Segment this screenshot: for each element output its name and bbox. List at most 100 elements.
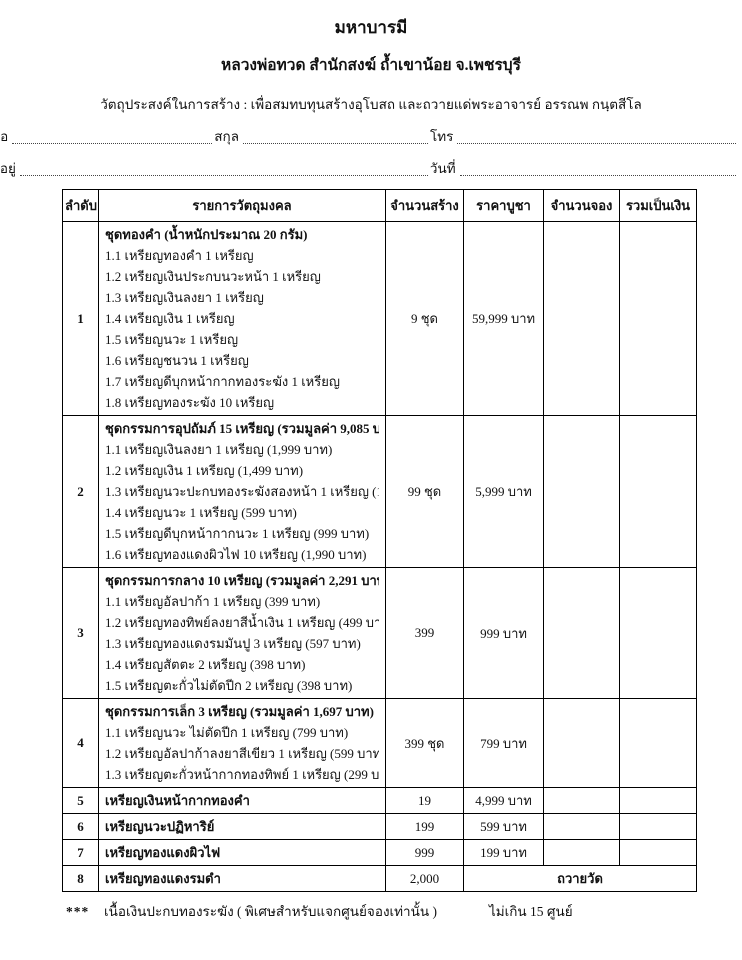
- col-header-total: รวมเป็นเงิน: [619, 189, 697, 222]
- item-line: 1.3 เหรียญเงินลงยา 1 เหรียญ: [105, 290, 264, 305]
- date-field: [459, 175, 736, 176]
- table-row: 4 ชุดกรรมการเล็ก 3 เหรียญ (รวมมูลค่า 1,69…: [62, 698, 697, 788]
- table-header-row: ลำดับ รายการวัตถุมงคล จำนวนสร้าง ราคาบูช…: [62, 189, 697, 222]
- qty-made-cell: 99 ชุด: [385, 415, 464, 568]
- total-cell: [619, 221, 697, 416]
- price-cell: 799 บาท: [463, 698, 544, 788]
- table-row: 3 ชุดกรรมการกลาง 10 เหรียญ (รวมมูลค่า 2,2…: [62, 567, 697, 699]
- item-set-title: ชุดกรรมการอุปถัมภ์ 15 เหรียญ (รวมมูลค่า …: [105, 421, 379, 436]
- item-set-title: เหรียญเงินหน้ากากทองคำ: [105, 793, 250, 808]
- item-line: 1.8 เหรียญทองระฆัง 10 เหรียญ: [105, 395, 275, 410]
- surname-field: [242, 143, 428, 144]
- donate-to-temple-cell: ถวายวัด: [463, 865, 697, 892]
- page-title: มหาบารมี: [334, 18, 408, 37]
- item-description: เหรียญเงินหน้ากากทองคำ: [98, 787, 386, 814]
- item-set-title: ชุดกรรมการเล็ก 3 เหรียญ (รวมมูลค่า 1,697…: [105, 704, 374, 719]
- row-index: 8: [62, 865, 99, 892]
- note-limit: ไม่เกิน 15 ศูนย์: [488, 904, 573, 919]
- item-line: 1.1 เหรียญอัลปาก้า 1 เหรียญ (399 บาท): [105, 594, 321, 609]
- row-index: 7: [62, 839, 99, 866]
- item-line: 1.1 เหรียญนวะ ไม่ตัดปีก 1 เหรียญ (799 บา…: [105, 725, 349, 740]
- item-line: 1.6 เหรียญชนวน 1 เหรียญ: [105, 353, 249, 368]
- price-cell: 59,999 บาท: [463, 221, 544, 416]
- qty-made-cell: 999: [385, 839, 464, 866]
- row-index: 2: [62, 415, 99, 568]
- row-index: 5: [62, 787, 99, 814]
- date-label: วันที่: [429, 161, 456, 176]
- table-row: 6 เหรียญนวะปฏิหาริย์ 199 599 บาท: [62, 813, 697, 840]
- qty-made-cell: 2,000: [385, 865, 464, 892]
- row-index: 6: [62, 813, 99, 840]
- price-cell: 199 บาท: [463, 839, 544, 866]
- item-line: 1.2 เหรียญเงิน 1 เหรียญ (1,499 บาท): [105, 463, 304, 478]
- table-row: 5 เหรียญเงินหน้ากากทองคำ 19 4,999 บาท: [62, 787, 697, 814]
- col-header-price: ราคาบูชา: [463, 189, 544, 222]
- qty-reserved-cell: [543, 221, 620, 416]
- item-line: 1.5 เหรียญดีบุกหน้ากากนวะ 1 เหรียญ (999 …: [105, 526, 370, 541]
- temple-subtitle: หลวงพ่อทวด สำนักสงฆ์ ถ้ำเขาน้อย จ.เพชรบุ…: [221, 57, 521, 74]
- total-cell: [619, 813, 697, 840]
- qty-reserved-cell: [543, 567, 620, 699]
- item-line: 1.1 เหรียญทองคำ 1 เหรียญ: [105, 248, 254, 263]
- price-cell: 999 บาท: [463, 567, 544, 699]
- price-cell: 5,999 บาท: [463, 415, 544, 568]
- note-text: เนื้อเงินปะกบทองระฆัง ( พิเศษสำหรับแจกศู…: [104, 904, 437, 919]
- item-line: 1.5 เหรียญตะกั่วไม่ตัดปีก 2 เหรียญ (398 …: [105, 678, 353, 693]
- table-row: 7 เหรียญทองแดงผิวไฟ 999 199 บาท: [62, 839, 697, 866]
- name-field: [12, 143, 213, 144]
- item-description: ชุดทองคำ (น้ำหนักประมาณ 20 กรัม) 1.1 เหรี…: [98, 221, 386, 416]
- col-header-qty-made: จำนวนสร้าง: [385, 189, 464, 222]
- qty-reserved-cell: [543, 415, 620, 568]
- item-line: 1.1 เหรียญเงินลงยา 1 เหรียญ (1,999 บาท): [105, 442, 333, 457]
- qty-made-cell: 399: [385, 567, 464, 699]
- item-line: 1.3 เหรียญนวะปะกบทองระฆังสองหน้า 1 เหรีย…: [105, 484, 379, 499]
- phone-field: [457, 143, 736, 144]
- item-description: ชุดกรรมการเล็ก 3 เหรียญ (รวมมูลค่า 1,697…: [98, 698, 386, 788]
- phone-label: โทร: [429, 129, 454, 144]
- address-row: ที่อยู่ วันที่: [0, 157, 738, 179]
- total-cell: [619, 839, 697, 866]
- price-cell: 4,999 บาท: [463, 787, 544, 814]
- row-index: 4: [62, 698, 99, 788]
- item-description: ชุดกรรมการกลาง 10 เหรียญ (รวมมูลค่า 2,29…: [98, 567, 386, 699]
- address-field: [19, 175, 428, 176]
- col-header-index: ลำดับ: [62, 189, 99, 222]
- qty-made-cell: 199: [385, 813, 464, 840]
- qty-made-cell: 19: [385, 787, 464, 814]
- qty-reserved-cell: [543, 839, 620, 866]
- qty-made-cell: 399 ชุด: [385, 698, 464, 788]
- item-set-title: เหรียญทองแดงรมดำ: [105, 871, 221, 886]
- item-line: 1.2 เหรียญเงินประกบนวะหน้า 1 เหรียญ: [105, 269, 321, 284]
- item-set-title: เหรียญทองแดงผิวไฟ: [105, 845, 221, 860]
- name-row: ชื่อ สกุล โทร: [0, 125, 738, 147]
- table-row: 2 ชุดกรรมการอุปถัมภ์ 15 เหรียญ (รวมมูลค่า…: [62, 415, 697, 568]
- amulet-order-table: ลำดับ รายการวัตถุมงคล จำนวนสร้าง ราคาบูช…: [62, 189, 697, 892]
- signature-section: รวมเป็นเงิน ( ) ลงชื่อ ผู้รับจอง ลงชื่อ …: [60, 956, 742, 960]
- item-description: เหรียญทองแดงผิวไฟ: [98, 839, 386, 866]
- qty-reserved-cell: [543, 787, 620, 814]
- item-set-title: เหรียญนวะปฏิหาริย์: [105, 819, 215, 834]
- col-header-item: รายการวัตถุมงคล: [98, 189, 386, 222]
- total-sign-row: รวมเป็นเงิน ( ) ลงชื่อ ผู้รับจอง: [60, 956, 742, 960]
- item-line: 1.6 เหรียญทองแดงผิวไฟ 10 เหรียญ (1,990 บ…: [105, 547, 367, 562]
- table-row: 8 เหรียญทองแดงรมดำ 2,000 ถวายวัด: [62, 865, 697, 892]
- item-line: 1.4 เหรียญสัตตะ 2 เหรียญ (398 บาท): [105, 657, 306, 672]
- total-cell: [619, 787, 697, 814]
- row-index: 1: [62, 221, 99, 416]
- qty-made-cell: 9 ชุด: [385, 221, 464, 416]
- purpose-line: วัตถุประสงค์ในการสร้าง : เพื่อสมทบทุนสร้…: [100, 97, 642, 112]
- total-cell: [619, 698, 697, 788]
- item-line: 1.4 เหรียญเงิน 1 เหรียญ: [105, 311, 235, 326]
- price-cell: 599 บาท: [463, 813, 544, 840]
- table-row: 1 ชุดทองคำ (น้ำหนักประมาณ 20 กรัม) 1.1 เหร…: [62, 221, 697, 416]
- item-set-title: ชุดกรรมการกลาง 10 เหรียญ (รวมมูลค่า 2,29…: [105, 573, 379, 588]
- item-set-title: ชุดทองคำ (น้ำหนักประมาณ 20 กรัม): [105, 227, 308, 242]
- row-index: 3: [62, 567, 99, 699]
- item-line: 1.3 เหรียญตะกั่วหน้ากากทองทิพย์ 1 เหรียญ…: [105, 767, 379, 782]
- note-stars: ***: [66, 904, 90, 919]
- item-line: 1.3 เหรียญทองแดงรมมันปู 3 เหรียญ (597 บา…: [105, 636, 361, 651]
- qty-reserved-cell: [543, 813, 620, 840]
- item-description: เหรียญทองแดงรมดำ: [98, 865, 386, 892]
- total-cell: [619, 415, 697, 568]
